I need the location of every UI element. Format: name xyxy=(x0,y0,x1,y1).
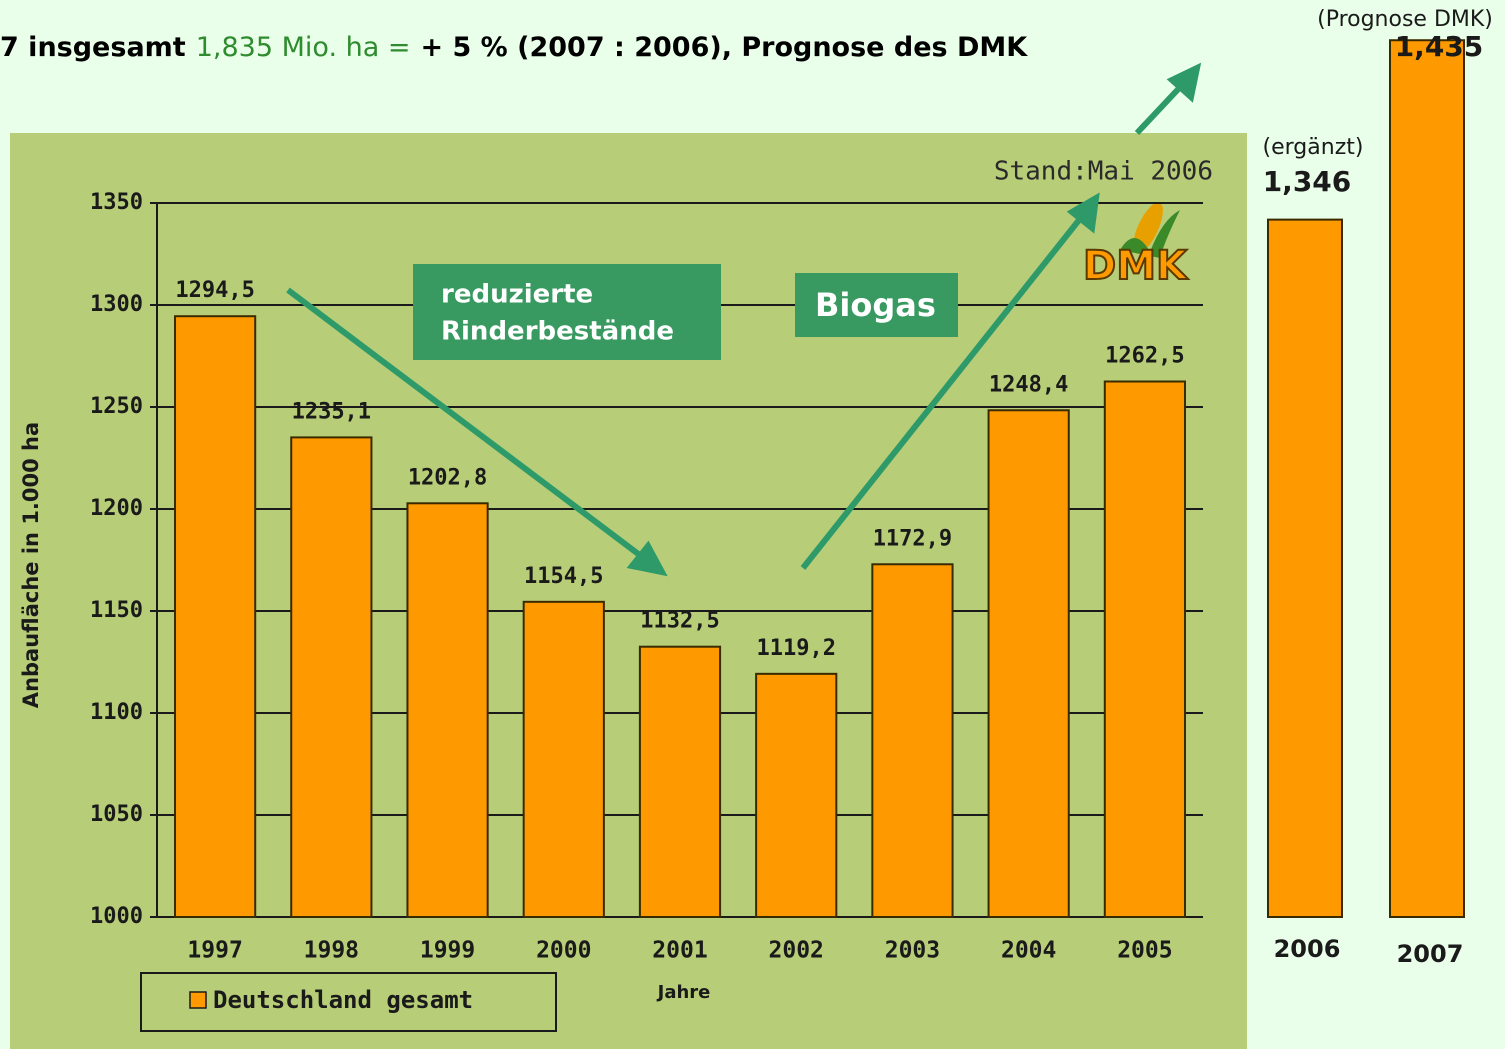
arrow-head xyxy=(1066,192,1100,234)
y-tick-label: 1300 xyxy=(90,292,143,317)
x-tick-label: 2005 xyxy=(1117,938,1172,964)
value-label: 1119,2 xyxy=(756,636,835,661)
callout-box xyxy=(795,273,958,337)
value-label: 1,435 xyxy=(1395,30,1484,63)
x-tick-label: 2001 xyxy=(652,938,707,964)
corn-leaf xyxy=(1120,210,1180,258)
legend-box xyxy=(140,972,557,1032)
value-label: 1202,8 xyxy=(408,465,487,490)
callout-text: Biogas xyxy=(815,286,936,324)
x-tick-label: 2003 xyxy=(885,938,940,964)
callout-text: Rinderbestände xyxy=(441,317,674,347)
dmk-logo-icon xyxy=(1120,202,1180,258)
bar xyxy=(522,600,605,918)
x-tick-label: 2000 xyxy=(536,938,591,964)
x-tick-label: 1997 xyxy=(187,938,242,964)
callout-text: reduzierte xyxy=(441,280,593,310)
y-tick-label: 1150 xyxy=(90,598,143,623)
value-label: 1,346 xyxy=(1263,165,1352,198)
annotation: (Prognose DMK) xyxy=(1317,7,1493,32)
value-label: 1154,5 xyxy=(524,564,603,589)
bar xyxy=(1389,39,1465,918)
x-tick-label: 1999 xyxy=(420,938,475,964)
bar xyxy=(174,315,257,919)
headline-part: 1,835 Mio. ha = xyxy=(196,32,411,63)
value-label: 1262,5 xyxy=(1105,344,1184,369)
x-tick-label: 1998 xyxy=(304,938,359,964)
value-label: 1248,4 xyxy=(989,372,1068,397)
value-label: 1294,5 xyxy=(175,278,254,303)
arrow-head xyxy=(626,540,668,577)
arrow xyxy=(800,213,1086,570)
headline-part: + 5 % (2007 : 2006), Prognose des DMK xyxy=(420,32,1028,63)
arrow xyxy=(1134,81,1186,136)
arrow-head xyxy=(1166,62,1202,103)
bar xyxy=(1103,380,1186,918)
y-tick-label: 1350 xyxy=(90,190,143,215)
bar xyxy=(406,502,489,918)
x-tick-label: 2006 xyxy=(1274,935,1341,963)
x-tick-label: 2002 xyxy=(769,938,824,964)
bar xyxy=(638,645,722,918)
bar xyxy=(1267,218,1343,918)
arrow xyxy=(286,287,647,562)
value-label: 1172,9 xyxy=(873,526,952,551)
y-tick-label: 1000 xyxy=(90,904,143,929)
legend-label: Deutschland gesamt xyxy=(213,986,473,1014)
arrows xyxy=(286,62,1202,577)
y-tick-label: 1100 xyxy=(90,700,143,725)
bar xyxy=(987,409,1070,918)
value-label: 1235,1 xyxy=(292,399,371,424)
value-label: 1132,5 xyxy=(640,609,719,634)
y-tick-label: 1200 xyxy=(90,496,143,521)
bar xyxy=(755,672,838,918)
logo-text: DMK xyxy=(1083,243,1189,289)
legend-swatch xyxy=(189,991,207,1009)
headline-part: 7 insgesamt xyxy=(0,32,186,63)
annotation: Stand:Mai 2006 xyxy=(994,157,1213,187)
y-tick-label: 1250 xyxy=(90,394,143,419)
x-tick-label: 2004 xyxy=(1001,938,1056,964)
y-tick-label: 1050 xyxy=(90,802,143,827)
x-axis-label: Jahre xyxy=(656,982,711,1003)
annotation: (ergänzt) xyxy=(1263,135,1364,160)
callout-box xyxy=(413,264,721,360)
bar xyxy=(290,436,373,918)
headline: 7 insgesamt 1,835 Mio. ha = + 5 % (2007 : … xyxy=(0,32,1028,63)
x-tick-label: 2007 xyxy=(1397,940,1464,968)
y-axis-label: Anbaufläche in 1.000 ha xyxy=(19,422,43,708)
bar xyxy=(871,563,954,918)
